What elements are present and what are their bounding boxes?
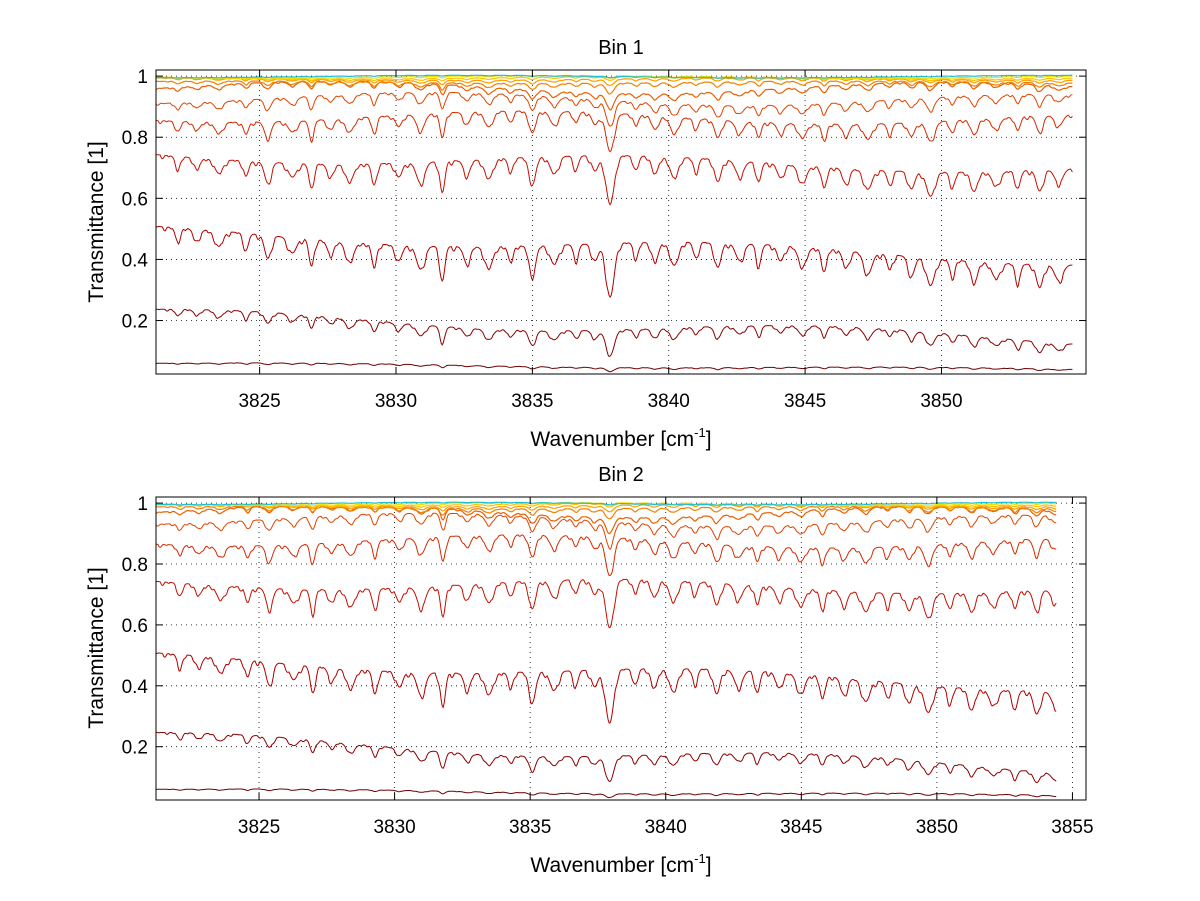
panel-bin-2: Bin 2 3825 3830 3835 3840 3845 3850 3855 0.20.… [85, 464, 1094, 877]
panel-1-series [155, 74, 1073, 373]
spectrum-series-line [156, 731, 1057, 784]
x-tick-label: 3850 [916, 817, 958, 838]
x-tick-label: 3840 [648, 391, 690, 412]
spectrum-series-line [155, 226, 1073, 299]
spectrum-series-line [155, 80, 1073, 111]
spectrum-series-line [156, 110, 1073, 153]
panel-2-title: Bin 2 [598, 464, 644, 486]
spectrum-series-line [155, 505, 1057, 520]
x-tick-label: 3835 [509, 817, 551, 838]
x-tick-label: 3835 [511, 391, 553, 412]
spectrum-series-line [155, 512, 1057, 551]
spectrum-series-line [155, 501, 1057, 506]
x-tick-label: 3845 [780, 817, 822, 838]
x-tick-label: 3845 [784, 391, 826, 412]
spectrum-series-line [155, 788, 1057, 799]
y-tick-label: 0.8 [122, 555, 148, 576]
spectrum-series-line [155, 91, 1073, 127]
panel-1-x-label-close: ] [706, 428, 712, 451]
y-tick-label: 0.2 [122, 312, 148, 333]
y-tick-label: 0.6 [122, 189, 148, 210]
panel-2-series [155, 501, 1057, 799]
y-tick-label: 0.4 [122, 677, 149, 698]
panel-2-y-ticks: 0.2 0.4 0.6 0.8 1 [122, 494, 1086, 759]
panel-1-x-ticks: 3825 3830 3835 3840 3845 3850 [238, 70, 963, 412]
panel-1-title: Bin 1 [598, 37, 644, 59]
spectrum-series-line [156, 80, 1073, 95]
spectrum-series-line [155, 578, 1057, 628]
spectrum-series-line [156, 502, 1057, 509]
spectrum-series-line [155, 154, 1073, 206]
y-tick-label: 0.8 [122, 128, 148, 149]
panel-2-x-ticks: 3825 3830 3835 3840 3845 3850 3855 [238, 497, 1094, 838]
panel-2-y-axis-label: Transmittance [1] [85, 567, 108, 728]
panel-1-y-ticks: 0.2 0.4 0.6 0.8 1 [122, 67, 1086, 333]
panel-bin-1: Bin 1 3825 3830 3835 3840 3845 3850 0.2 0.4 0.6… [85, 37, 1087, 451]
x-tick-label: 3830 [373, 817, 415, 838]
spectrum-series-line [155, 74, 1073, 79]
panel-1-x-label-main: Wavenumber [cm [530, 428, 694, 451]
y-tick-label: 1 [137, 494, 148, 515]
x-tick-label: 3825 [238, 817, 280, 838]
panel-1-y-axis-label: Transmittance [1] [85, 141, 108, 302]
y-tick-label: 0.2 [122, 738, 148, 759]
spectrum-series-line [155, 652, 1057, 724]
y-tick-label: 0.6 [122, 616, 148, 637]
x-tick-label: 3850 [920, 391, 962, 412]
spectrum-series-line [155, 534, 1057, 577]
spectrum-series-line [155, 362, 1073, 373]
panel-2-x-label-close: ] [706, 854, 712, 877]
x-tick-label: 3830 [375, 391, 417, 412]
panel-2-x-axis-label: Wavenumber [cm-1] [530, 851, 711, 877]
panel-2-x-label-superscript: -1 [694, 851, 706, 866]
panel-1-axes-box [155, 69, 1087, 375]
spectrum-series-line [156, 75, 1073, 82]
panel-2-x-label-main: Wavenumber [cm [530, 854, 694, 877]
y-tick-label: 1 [137, 67, 148, 88]
x-tick-label: 3840 [645, 817, 687, 838]
panel-2-axes-box [155, 496, 1087, 801]
panel-1-x-axis-label: Wavenumber [cm-1] [530, 425, 711, 451]
y-tick-label: 0.4 [122, 250, 149, 271]
x-tick-label: 3825 [238, 391, 280, 412]
panel-1-x-label-superscript: -1 [694, 425, 706, 440]
spectrum-series-line [156, 308, 1073, 358]
x-tick-label: 3855 [1051, 817, 1093, 838]
